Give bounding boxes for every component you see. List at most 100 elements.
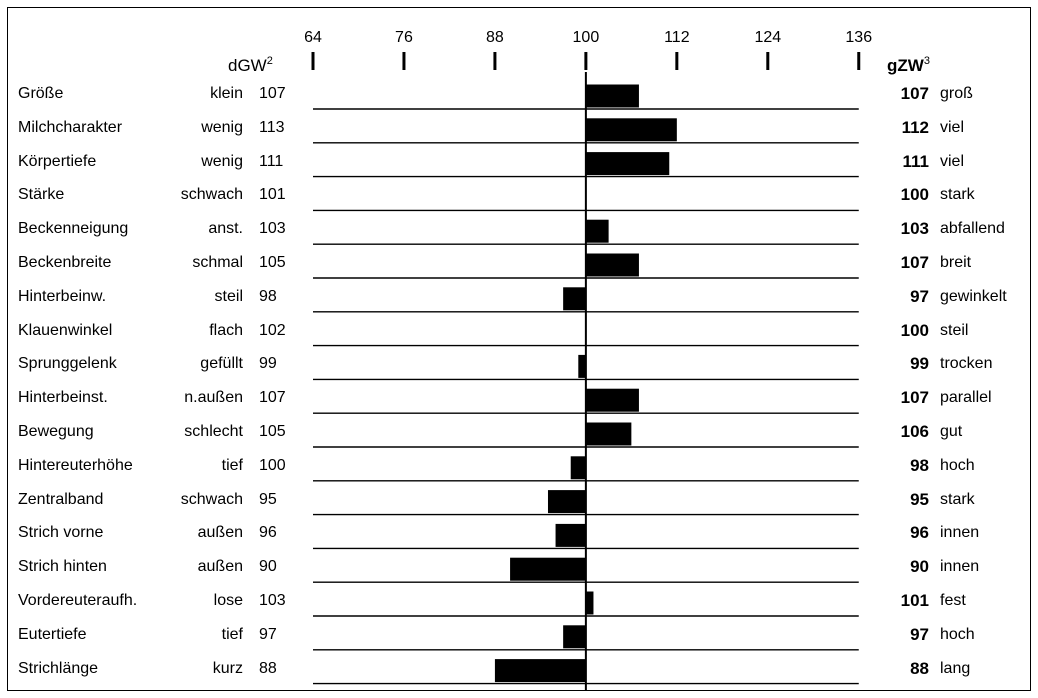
trait-label: Beckenbreite: [18, 254, 112, 271]
x-tick-label: 88: [486, 29, 504, 46]
high-label: fest: [940, 592, 966, 609]
bar: [585, 388, 639, 412]
dgw-value: 103: [259, 220, 286, 238]
gzw-value: 107: [900, 84, 929, 103]
dgw-value: 111: [259, 152, 284, 170]
dgw-value: 101: [259, 186, 286, 204]
high-label: hoch: [940, 625, 975, 643]
high-label: gut: [940, 423, 963, 440]
gzw-header: gZW3: [887, 55, 930, 76]
dgw-header-label: dGW: [228, 56, 267, 75]
dgw-value: 90: [259, 558, 277, 576]
high-label: viel: [940, 118, 965, 136]
low-label: außen: [197, 558, 243, 576]
low-label: kurz: [212, 659, 243, 677]
bar: [563, 287, 586, 311]
gzw-header-sup: 3: [923, 55, 930, 67]
low-label: wenig: [201, 118, 243, 136]
dgw-value: 98: [259, 287, 277, 305]
dgw-value: 97: [259, 625, 277, 643]
trait-label: Strich hinten: [18, 558, 107, 576]
dgw-value: 88: [259, 659, 277, 677]
bar: [585, 118, 677, 142]
dgw-value: 100: [259, 456, 286, 474]
trait-label: Stärke: [18, 186, 65, 204]
bar: [570, 456, 586, 480]
x-tick-label: 76: [395, 29, 413, 46]
low-label: steil: [214, 287, 243, 305]
gzw-value: 99: [910, 354, 929, 374]
gzw-value: 100: [900, 185, 929, 205]
gzw-header-label: gZW: [887, 56, 924, 75]
dgw-value: 107: [259, 389, 286, 407]
high-label: hoch: [940, 456, 975, 474]
high-label: gewinkelt: [940, 287, 1007, 305]
bar: [510, 557, 586, 581]
x-tick-label: 136: [845, 29, 872, 46]
high-label: stark: [940, 186, 975, 204]
trait-label: Milchcharakter: [18, 118, 123, 136]
bar: [585, 253, 639, 277]
low-label: schwach: [180, 490, 243, 508]
gzw-value: 96: [910, 523, 929, 543]
trait-label: Bewegung: [18, 423, 94, 440]
low-label: flach: [209, 321, 243, 339]
low-label: schwach: [180, 186, 243, 204]
bar: [555, 523, 586, 547]
trait-label: Zentralband: [18, 490, 104, 508]
chart-frame: [7, 7, 1031, 691]
gzw-value: 106: [900, 422, 929, 441]
trait-label: Hinterbeinw.: [18, 287, 107, 305]
gzw-value: 90: [910, 557, 929, 577]
bar: [585, 219, 609, 243]
trait-label: Strich vorne: [18, 524, 104, 542]
gzw-value: 112: [901, 117, 929, 137]
low-label: wenig: [201, 152, 243, 170]
bar: [578, 354, 586, 378]
bar: [585, 152, 670, 176]
low-label: gefüllt: [200, 355, 243, 373]
bar: [563, 625, 586, 649]
trait-label: Hinterbeinst.: [18, 389, 108, 407]
high-label: abfallend: [940, 220, 1005, 238]
trait-label: Größe: [18, 85, 64, 102]
low-label: klein: [210, 85, 243, 102]
gzw-value: 107: [900, 388, 929, 408]
high-label: trocken: [940, 355, 993, 373]
x-tick-label: 100: [573, 29, 600, 46]
trait-label: Hintereuterhöhe: [18, 456, 133, 474]
dgw-value: 96: [259, 524, 277, 542]
gzw-value: 103: [900, 219, 929, 239]
gzw-value: 95: [910, 489, 929, 509]
high-label: stark: [940, 490, 975, 508]
x-tick-label: 64: [304, 29, 322, 46]
high-label: viel: [940, 152, 965, 170]
low-label: n.außen: [184, 389, 243, 407]
dgw-value: 105: [259, 423, 286, 440]
bar: [585, 591, 594, 615]
gzw-value: 97: [910, 286, 929, 306]
gzw-value: 107: [900, 253, 929, 272]
dgw-header-sup: 2: [266, 55, 273, 67]
low-label: tief: [221, 625, 243, 643]
gzw-value: 100: [900, 320, 929, 340]
gzw-value: 101: [900, 591, 929, 610]
bar: [494, 659, 586, 683]
high-label: steil: [940, 321, 969, 339]
dgw-value: 105: [259, 254, 286, 271]
high-label: innen: [940, 524, 980, 542]
x-tick-label: 112: [664, 29, 690, 46]
dgw-value: 102: [259, 321, 286, 339]
dgw-value: 103: [259, 592, 286, 609]
gzw-value: 97: [910, 624, 929, 644]
high-label: parallel: [940, 389, 992, 407]
trait-label: Sprunggelenk: [18, 355, 117, 373]
low-label: schmal: [192, 254, 243, 271]
trait-label: Klauenwinkel: [18, 321, 113, 339]
trait-label: Vordereuteraufh.: [18, 592, 138, 609]
gzw-value: 88: [910, 658, 929, 678]
bar: [585, 84, 639, 108]
trait-label: Beckenneigung: [18, 220, 129, 238]
bar: [585, 422, 632, 446]
high-label: innen: [940, 558, 980, 576]
